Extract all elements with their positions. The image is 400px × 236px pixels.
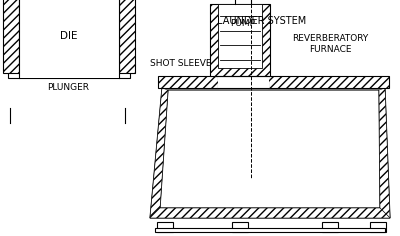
Bar (210, 4, 270, 76)
Bar (8, 8, 130, 78)
Bar (155, 228, 385, 232)
Polygon shape (150, 88, 168, 218)
Bar (119, 0, 135, 73)
Text: DIE: DIE (60, 31, 78, 41)
Text: PUMP: PUMP (230, 20, 256, 29)
Bar (268, 76, 389, 88)
Text: LAUNDER SYSTEM: LAUNDER SYSTEM (217, 16, 307, 26)
Bar (158, 76, 218, 88)
Bar (370, 222, 386, 232)
Bar (157, 222, 173, 232)
Polygon shape (379, 88, 390, 218)
Polygon shape (150, 208, 390, 218)
Text: PLUNGER: PLUNGER (47, 84, 89, 93)
Polygon shape (150, 88, 390, 218)
Text: REVERBERATORY
FURNACE: REVERBERATORY FURNACE (292, 34, 368, 54)
Bar (218, 4, 262, 68)
Bar (19, 0, 119, 78)
Polygon shape (160, 90, 380, 208)
Bar (322, 222, 338, 232)
Bar (3, 0, 19, 73)
Polygon shape (41, 10, 97, 56)
Text: SHOT SLEEVE: SHOT SLEEVE (150, 59, 212, 67)
Bar (218, 76, 268, 88)
Bar (232, 222, 248, 232)
